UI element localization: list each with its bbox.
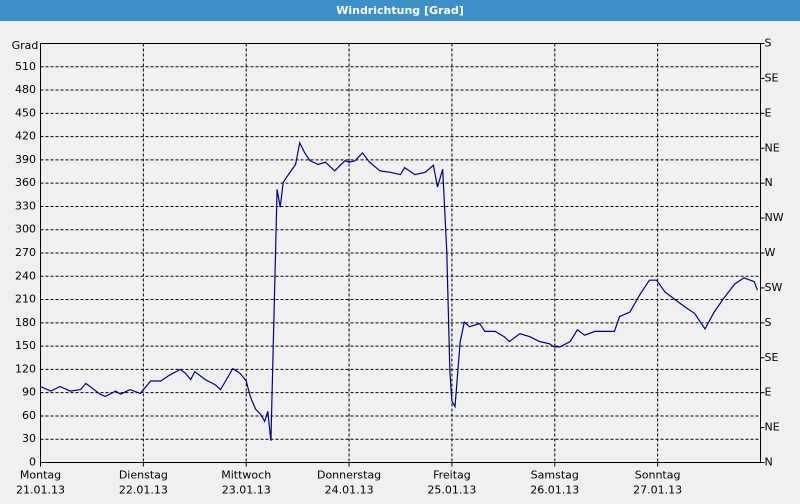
y-tick-label: 60 bbox=[22, 409, 36, 422]
y-tick-label: 330 bbox=[15, 199, 36, 212]
y-tick-label: 240 bbox=[15, 269, 36, 282]
x-tick-label: Donnerstag bbox=[317, 469, 381, 482]
x-tick-date: 22.01.13 bbox=[119, 484, 168, 497]
x-tick-date: 21.01.13 bbox=[16, 484, 65, 497]
y2-tick-label: S bbox=[765, 316, 772, 329]
x-tick-date: 23.01.13 bbox=[222, 484, 271, 497]
y-tick-label: 480 bbox=[15, 83, 36, 96]
y2-tick-label: S bbox=[765, 37, 772, 50]
title-bar bbox=[0, 0, 800, 21]
y-tick-label: 420 bbox=[15, 130, 36, 143]
y-axis-label: Grad bbox=[12, 39, 39, 52]
y-tick-label: 90 bbox=[22, 386, 36, 399]
x-tick-date: 26.01.13 bbox=[530, 484, 579, 497]
y2-tick-label: NE bbox=[765, 141, 780, 154]
y2-tick-label: SW bbox=[765, 281, 783, 294]
x-tick-label: Freitag bbox=[433, 469, 471, 482]
chart-title: Windrichtung [Grad] bbox=[336, 4, 464, 17]
y-tick-label: 450 bbox=[15, 106, 36, 119]
x-tick-label: Dienstag bbox=[119, 469, 168, 482]
y2-tick-label: E bbox=[765, 106, 772, 119]
x-tick-label: Sonntag bbox=[635, 469, 681, 482]
x-tick-date: 25.01.13 bbox=[427, 484, 476, 497]
data-line bbox=[40, 140, 758, 441]
x-tick-date: 24.01.13 bbox=[325, 484, 374, 497]
y-tick-label: 120 bbox=[15, 362, 36, 375]
y2-tick-label: SE bbox=[765, 351, 779, 364]
y2-tick-label: SE bbox=[765, 71, 779, 84]
x-tick-label: Mittwoch bbox=[221, 469, 271, 482]
y-tick-label: 30 bbox=[22, 432, 36, 445]
y-tick-label: 360 bbox=[15, 176, 36, 189]
y2-tick-label: NE bbox=[765, 421, 780, 434]
y-tick-label: 180 bbox=[15, 316, 36, 329]
y2-tick-label: E bbox=[765, 386, 772, 399]
y-tick-label: 0 bbox=[29, 456, 36, 469]
y-tick-label: 300 bbox=[15, 223, 36, 236]
y-tick-label: 390 bbox=[15, 153, 36, 166]
y2-tick-label: W bbox=[765, 246, 776, 259]
y-tick-label: 510 bbox=[15, 60, 36, 73]
y2-tick-label: NW bbox=[765, 211, 784, 224]
y2-tick-label: N bbox=[765, 176, 773, 189]
y-tick-label: 150 bbox=[15, 339, 36, 352]
y2-tick-label: N bbox=[765, 456, 773, 469]
x-tick-label: Samstag bbox=[531, 469, 579, 482]
y-tick-label: 210 bbox=[15, 293, 36, 306]
y-tick-label: 270 bbox=[15, 246, 36, 259]
x-tick-label: Montag bbox=[20, 469, 61, 482]
x-tick-date: 27.01.13 bbox=[633, 484, 682, 497]
